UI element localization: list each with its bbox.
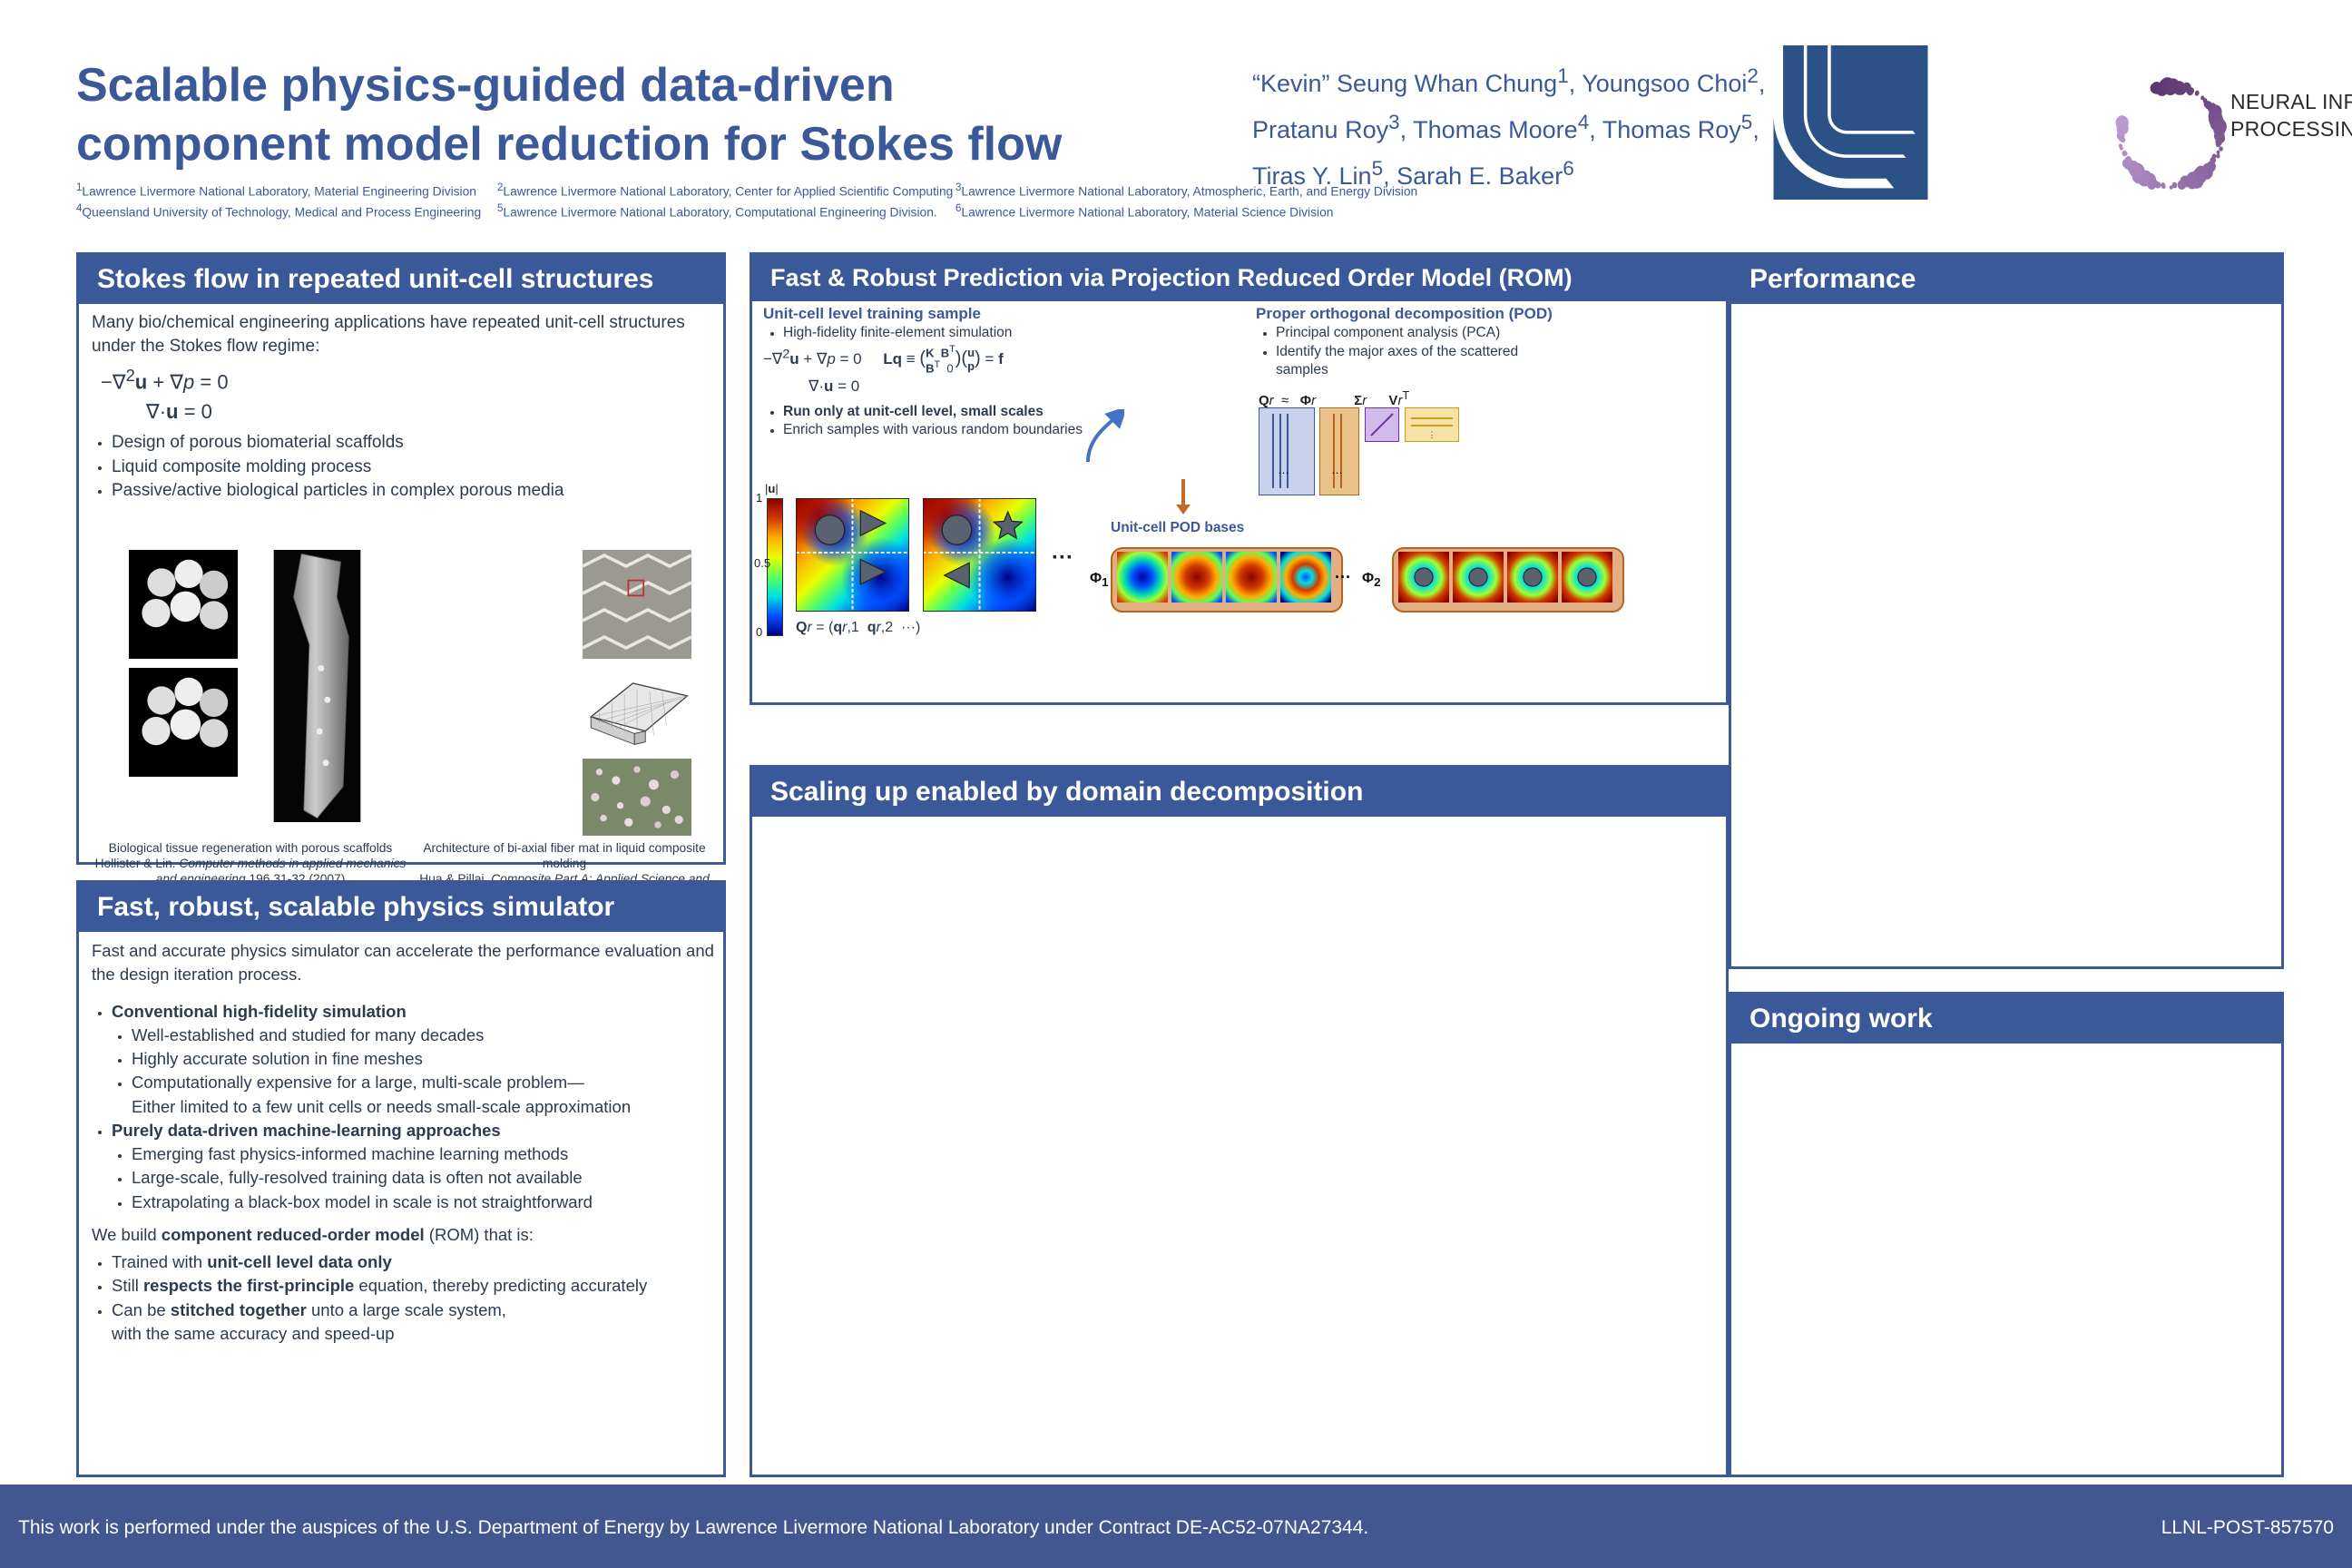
svg-text:⋮: ⋮ [1428, 430, 1436, 439]
